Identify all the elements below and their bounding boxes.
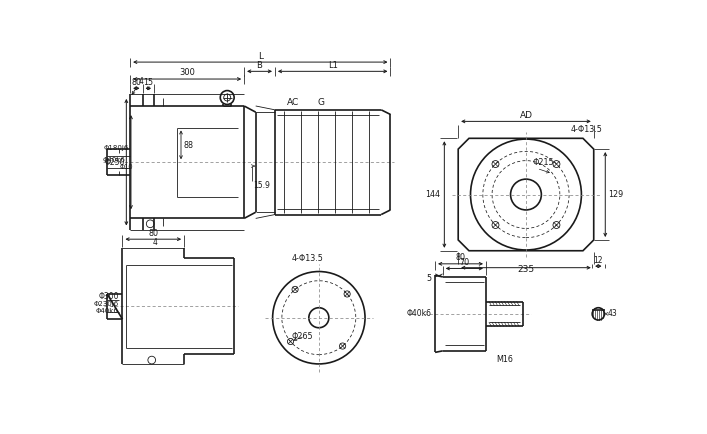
- Text: 88: 88: [183, 141, 193, 150]
- Text: 80: 80: [132, 78, 141, 87]
- Text: 15.9: 15.9: [253, 181, 270, 190]
- Text: L: L: [258, 52, 263, 61]
- Text: Φ250: Φ250: [105, 158, 125, 167]
- Text: Φ180j6: Φ180j6: [103, 145, 129, 151]
- Text: Φ10: Φ10: [119, 164, 133, 170]
- Text: 70: 70: [460, 258, 469, 267]
- Text: Φ40k6: Φ40k6: [95, 308, 119, 314]
- Text: 235: 235: [518, 265, 534, 274]
- Text: Φ215: Φ215: [532, 158, 554, 167]
- Text: Φ230j6: Φ230j6: [93, 301, 119, 307]
- Text: 4-Φ13.5: 4-Φ13.5: [571, 125, 602, 134]
- Text: 300: 300: [180, 69, 195, 78]
- Text: 4-Φ13.5: 4-Φ13.5: [291, 254, 323, 263]
- Text: 129: 129: [608, 190, 624, 199]
- Text: AC: AC: [286, 98, 299, 107]
- Text: G: G: [317, 98, 325, 107]
- Text: 12: 12: [594, 256, 603, 265]
- Text: 4: 4: [139, 77, 144, 85]
- Text: 80: 80: [455, 253, 465, 262]
- Text: 144: 144: [426, 190, 440, 199]
- Text: Φ265: Φ265: [291, 332, 312, 341]
- Text: 43: 43: [607, 309, 617, 319]
- Text: L1: L1: [328, 61, 338, 70]
- Text: AD: AD: [520, 111, 532, 120]
- Text: 5: 5: [426, 274, 431, 283]
- Text: M16: M16: [496, 355, 513, 365]
- Text: B: B: [257, 61, 262, 70]
- Text: Φ300: Φ300: [98, 293, 119, 302]
- Text: 15: 15: [144, 78, 153, 87]
- Text: Φ40k6: Φ40k6: [407, 309, 431, 319]
- Text: Φ40k6: Φ40k6: [103, 157, 126, 163]
- Text: 4: 4: [153, 237, 157, 247]
- Text: 80: 80: [148, 229, 158, 238]
